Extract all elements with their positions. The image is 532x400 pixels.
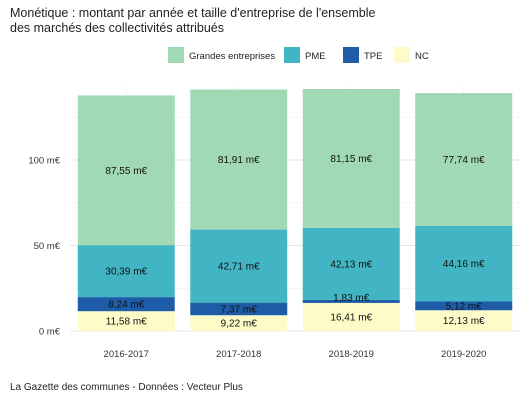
chart-title-line-2: des marchés des collectivités attribués [10,21,224,35]
data-label: 11,58 m€ [106,317,147,328]
chart-title-line-1: Monétique : montant par année et taille … [10,6,376,20]
data-label: 16,41 m€ [330,312,372,323]
bar-segment [415,301,513,311]
x-tick-label: 2017-2018 [216,349,261,360]
data-label: 1,83 m€ [333,293,370,304]
x-tick-label: 2016-2017 [104,349,149,360]
legend-label: TPE [364,51,382,62]
x-tick-label: 2019-2020 [441,349,486,360]
bar-segment [415,225,513,302]
data-label: 7,37 m€ [221,304,258,315]
bar-segment [77,95,175,246]
legend-swatch [343,47,359,63]
bar-segment [77,297,175,312]
data-label: 44,16 m€ [443,259,485,270]
data-label: 8,24 m€ [108,300,145,311]
bar-segment [415,93,513,226]
data-label: 77,74 m€ [443,155,485,166]
bar-segment [190,89,288,230]
bar-segment [302,89,400,228]
bar-segment [302,302,400,331]
chart-title: Monétique : montant par année et taille … [10,6,375,36]
data-label: 5,12 m€ [446,301,483,312]
y-tick-label: 50 m€ [34,241,61,252]
y-tick-label: 0 m€ [39,327,61,338]
bar-segment [190,315,288,331]
x-tick-label: 2018-2019 [329,349,374,360]
bar-segment [415,310,513,331]
legend-label: PME [305,51,326,62]
data-label: 12,13 m€ [443,316,485,327]
legend-swatch [284,47,300,63]
data-label: 42,71 m€ [218,262,260,273]
data-label: 81,15 m€ [330,154,372,165]
bar-segment [77,245,175,298]
bar-segment [190,229,288,303]
data-label: 87,55 m€ [105,166,147,177]
data-label: 81,91 m€ [218,155,260,166]
legend-label: Grandes entreprises [189,51,275,62]
legend-label: NC [415,51,429,62]
data-label: 42,13 m€ [330,259,372,270]
data-label: 30,39 m€ [105,267,147,278]
bar-segment [302,227,400,300]
data-label: 9,22 m€ [221,319,258,330]
bar-segment [77,311,175,331]
bar-segment [190,302,288,316]
y-tick-label: 100 m€ [28,156,60,167]
legend-swatch [394,47,410,63]
source-caption: La Gazette des communes - Données : Vect… [10,382,243,393]
legend-swatch [168,47,184,63]
bar-segment [302,299,400,303]
